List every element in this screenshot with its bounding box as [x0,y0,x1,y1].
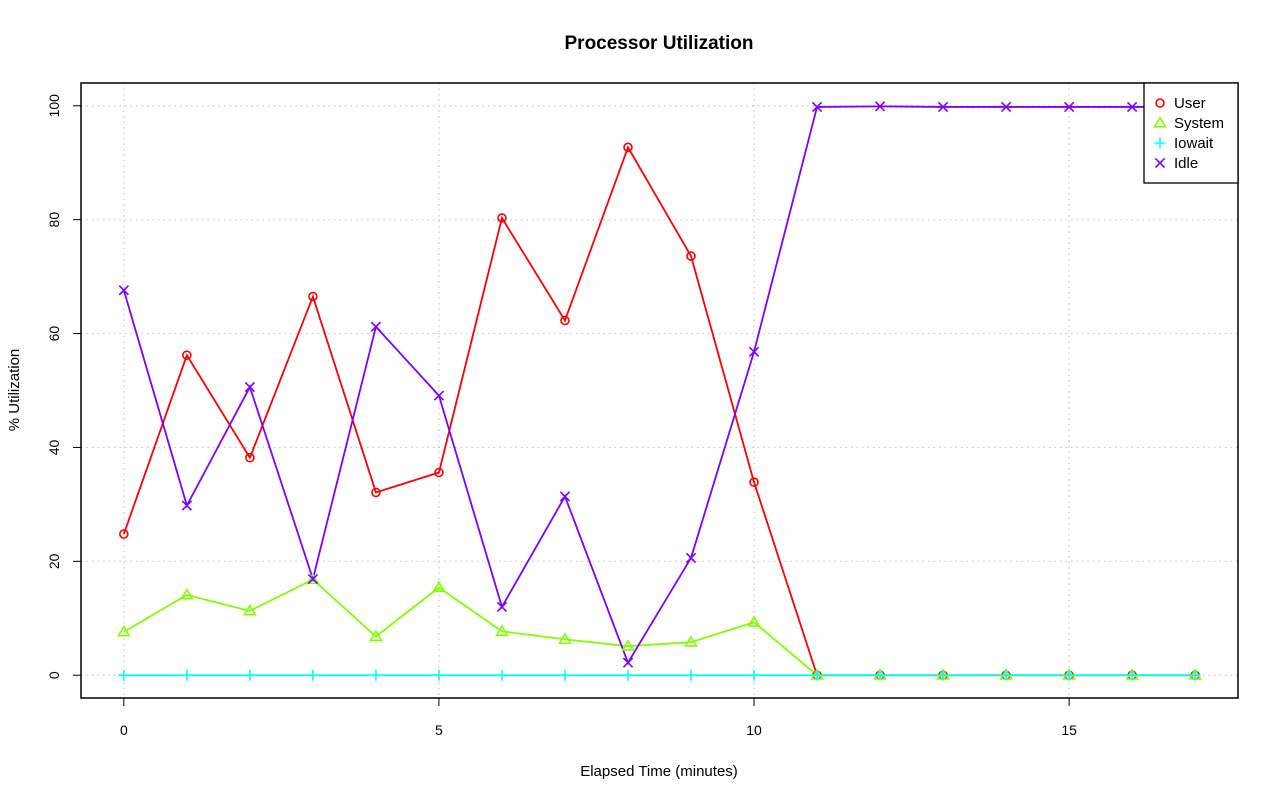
legend-marker-system [1153,116,1167,128]
y-tick-label: 0 [46,671,62,679]
point-user [749,477,759,487]
point-idle [244,381,256,393]
point-iowait [1126,669,1138,681]
x-tick-label: 15 [1061,722,1077,738]
point-system [117,624,131,637]
point-idle [1126,101,1138,113]
legend-marker-user [1155,98,1165,108]
point-idle [559,491,571,502]
series-line-idle [122,105,1196,665]
point-system [306,572,320,585]
point-iowait [937,669,949,681]
point-user [182,350,192,360]
series-line-user [123,145,1196,677]
point-system [684,635,698,647]
point-user [245,452,255,463]
point-idle [1063,101,1075,113]
point-user [560,315,570,326]
point-iowait [1189,669,1201,681]
y-tick-label: 40 [46,439,62,455]
legend-label-iowait: Iowait [1174,135,1214,152]
point-idle [685,552,697,564]
legend-label-user: User [1174,95,1206,112]
point-user [371,487,381,498]
x-tick-label: 0 [120,722,128,738]
point-idle [874,101,886,112]
point-idle [937,101,949,113]
point-system [243,603,257,616]
point-idle [748,346,760,357]
point-system [180,587,194,600]
y-tick-label: 20 [46,553,62,569]
plot-frame [80,82,1239,699]
legend-marker-idle [1154,157,1166,169]
point-iowait [874,669,886,681]
x-tick-label: 5 [435,722,443,738]
point-user [119,529,129,539]
point-idle [181,500,193,511]
point-system [747,615,761,627]
point-iowait [622,669,634,681]
point-idle [811,101,823,113]
point-system [621,639,635,651]
point-iowait [370,669,382,681]
point-iowait [685,669,697,681]
point-iowait [118,669,130,681]
chart-title: Processor Utilization [565,33,754,54]
point-iowait [1063,669,1075,681]
point-iowait [181,669,193,681]
point-iowait [307,669,319,681]
grid [81,83,1238,698]
y-tick-label: 80 [46,212,62,228]
point-user [497,213,507,223]
legend-label-idle: Idle [1174,155,1198,172]
point-idle [433,390,445,401]
point-iowait [748,669,760,681]
legend-label-system: System [1174,115,1224,132]
x-axis: 0 5 10 15 [120,698,1077,738]
point-user [308,291,318,302]
y-tick-label: 100 [46,94,62,118]
point-system [495,624,509,636]
point-user [686,251,696,261]
point-idle [307,573,319,585]
point-idle [496,601,508,613]
point-iowait [1000,669,1012,681]
point-system [432,580,446,593]
point-user [434,467,444,478]
series-lines [122,105,1196,677]
point-idle [118,285,130,296]
point-idle [370,321,382,332]
point-iowait [244,669,256,681]
point-system [558,632,572,644]
point-iowait [433,669,445,681]
point-iowait [496,669,508,681]
point-iowait [811,669,823,681]
point-iowait [559,669,571,681]
point-idle [1000,101,1012,113]
series-line-system [123,578,1196,677]
y-axis: 0 20 40 60 80 100 [46,94,81,679]
point-user [623,142,633,153]
legend-marker-iowait [1154,137,1166,149]
x-axis-label: Elapsed Time (minutes) [580,763,738,780]
x-tick-label: 10 [746,722,762,738]
y-tick-label: 60 [46,326,62,342]
point-idle [622,657,634,668]
point-system [369,629,383,642]
legend: User System Iowait Idle [1143,82,1239,184]
y-axis-label: % Utilization [6,349,23,432]
series-markers [117,101,1202,681]
